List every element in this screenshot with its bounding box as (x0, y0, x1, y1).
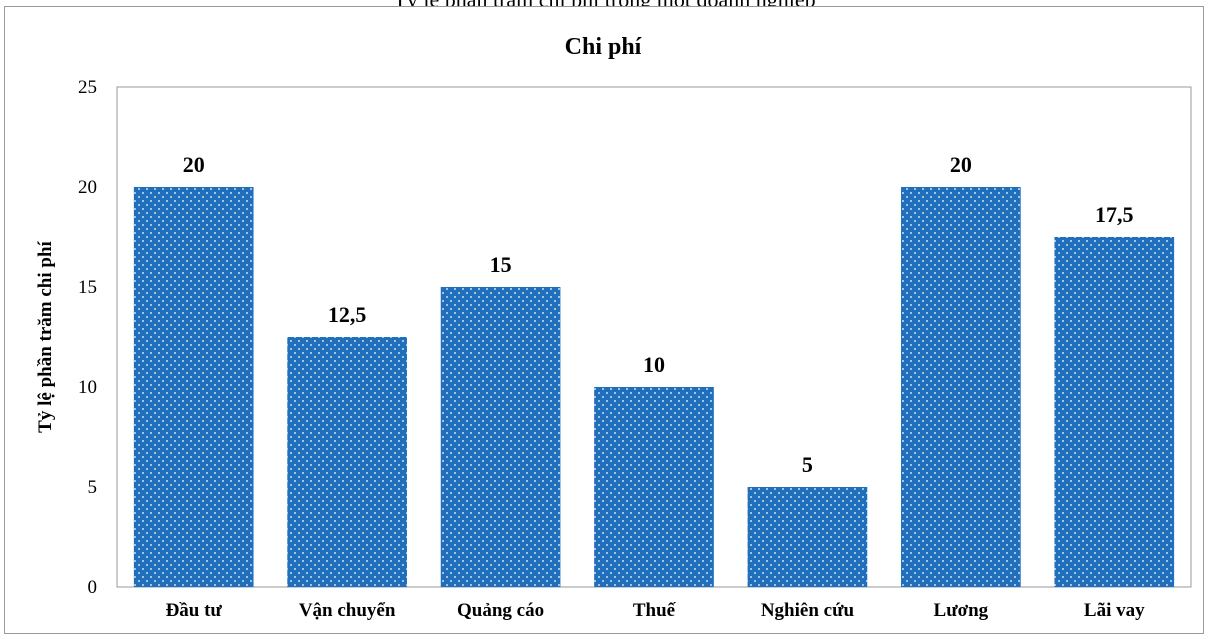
bar (287, 337, 407, 587)
bar (747, 487, 868, 587)
x-tick-label: Thuế (633, 600, 677, 621)
bar-chart: Chi phí Tỷ lệ phần trăm chi phí 05101520… (35, 34, 1192, 621)
bar (440, 287, 561, 587)
bar (594, 387, 714, 587)
y-tick-label: 20 (78, 177, 97, 198)
bar (901, 187, 1021, 587)
bar-value-label: 20 (183, 152, 205, 177)
bars (133, 187, 1175, 587)
y-tick-label: 0 (88, 577, 98, 598)
x-tick-label: Lãi vay (1084, 600, 1145, 621)
y-tick-label: 5 (88, 477, 98, 498)
x-tick-label: Đầu tư (166, 600, 223, 621)
bar-value-label: 20 (950, 152, 972, 177)
y-tick-label: 15 (78, 277, 97, 298)
bar (1054, 237, 1175, 587)
x-tick-label: Vận chuyển (299, 600, 396, 621)
bar (133, 187, 254, 587)
x-tick-label: Quảng cáo (457, 600, 544, 621)
chart-title: Chi phí (565, 34, 642, 60)
y-axis-title: Tỷ lệ phần trăm chi phí (35, 240, 56, 432)
x-tick-label: Lương (934, 600, 989, 621)
bar-value-label: 10 (643, 352, 665, 377)
y-axis: 0 5 10 15 20 25 (78, 77, 97, 598)
y-tick-label: 10 (78, 377, 97, 398)
x-tick-label: Nghiên cứu (761, 600, 855, 621)
y-tick-label: 25 (78, 77, 97, 98)
chart-frame: Chi phí Tỷ lệ phần trăm chi phí 0 5 10 15 20… (4, 6, 1204, 634)
data-labels: 20 12,5 15 10 5 20 17,5 (183, 152, 1134, 477)
bar-value-label: 5 (802, 452, 813, 477)
bar-value-label: 12,5 (328, 302, 367, 327)
bar-value-label: 15 (490, 252, 512, 277)
bar-value-label: 17,5 (1095, 202, 1134, 227)
x-axis: Đầu tư Vận chuyển Quảng cáo Thuế Nghiên cứu L… (166, 600, 1146, 621)
